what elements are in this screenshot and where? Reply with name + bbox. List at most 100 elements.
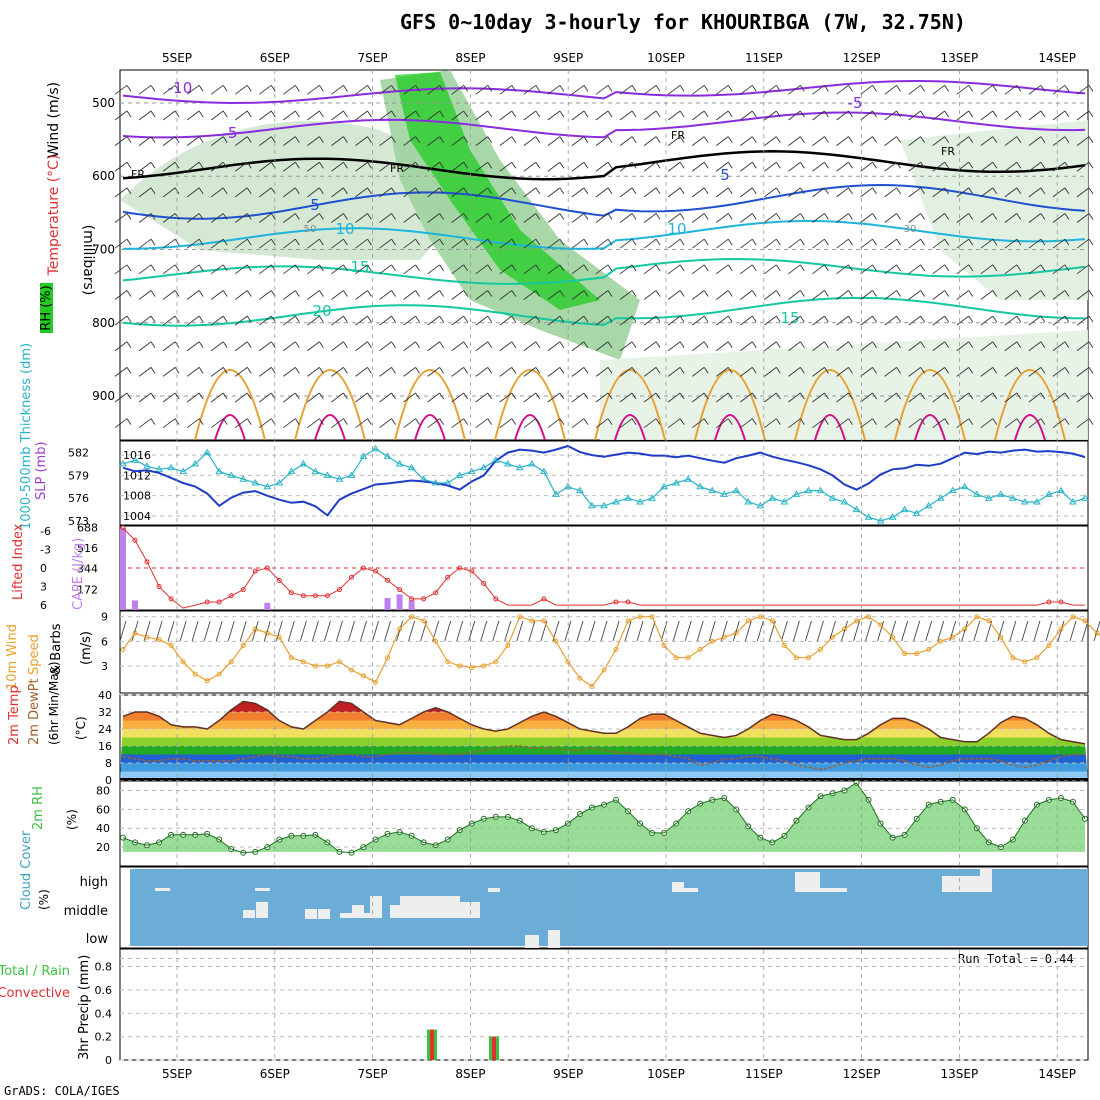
wind-barb-flag <box>150 315 156 323</box>
temperature-contour-15 <box>122 257 1086 285</box>
wind-barb <box>1028 418 1042 429</box>
wind-barb <box>331 418 344 429</box>
wind-barb <box>571 367 585 377</box>
wind-barb <box>307 341 320 352</box>
wind-barb-flag <box>703 392 709 400</box>
wind-speed-marker <box>769 618 775 624</box>
wind-barb-flag <box>126 136 132 143</box>
wind-barb <box>331 238 344 249</box>
wind-barb <box>234 238 248 249</box>
wind-barb <box>643 367 657 377</box>
wind-barb <box>504 620 512 642</box>
wind-barb <box>203 620 211 642</box>
wind-tick-label: 3 <box>101 660 108 673</box>
wind-barb <box>908 315 921 326</box>
wind-barb-flag <box>535 418 541 425</box>
wind-barb <box>492 620 500 642</box>
wind-barb-flag <box>1088 341 1094 349</box>
wind-barb <box>691 315 705 326</box>
thickness-marker <box>203 448 212 456</box>
top-date-label: 13SEP <box>941 51 979 65</box>
wind-barb <box>427 290 440 300</box>
wind-barb <box>259 110 272 121</box>
wind-barb-flag <box>559 238 565 246</box>
cloud-block <box>318 909 330 919</box>
temperature-contour-30 <box>214 414 246 441</box>
wind-barb <box>980 84 994 95</box>
cape-bar <box>120 527 126 610</box>
wind-barb <box>788 187 801 198</box>
wind-barb <box>114 418 128 429</box>
wind-barb <box>1052 161 1066 172</box>
wind-barb <box>764 315 777 326</box>
wind-barb-flag <box>775 213 781 220</box>
wind-barb <box>812 238 825 249</box>
wind-barb <box>643 315 657 326</box>
temperature-contour-label: -5 <box>848 94 863 112</box>
wind-barb <box>860 110 873 121</box>
wind-barb <box>715 341 729 352</box>
wind-barb <box>403 341 416 352</box>
wind-barb <box>547 136 561 146</box>
wind-barb <box>210 238 224 249</box>
wind-barb <box>323 620 331 642</box>
thickness-marker <box>215 467 224 475</box>
wind-barb-flag <box>607 110 613 118</box>
wind-barb <box>643 136 657 146</box>
wind-barb-flag <box>992 264 998 272</box>
wind-barb-flag <box>1040 341 1046 349</box>
wind-barb-flag <box>487 85 493 92</box>
wind-barb-flag <box>607 315 613 323</box>
wind-barb-flag <box>487 213 493 220</box>
wind-barb <box>384 620 391 642</box>
wind-barb <box>1052 84 1066 95</box>
wind-barb <box>956 418 970 429</box>
wind-barb-flag <box>631 161 637 169</box>
wind-barb <box>860 315 873 326</box>
wind-barb <box>451 84 464 95</box>
wind-barb-flag <box>511 85 517 92</box>
wind-barb <box>1009 620 1017 642</box>
wind-barb-flag <box>992 290 998 297</box>
wind-barb <box>571 110 585 121</box>
wind-barb-flag <box>511 392 517 400</box>
wind-barb-flag <box>944 290 950 297</box>
wind-barb <box>475 315 489 326</box>
wind-barb <box>162 110 176 121</box>
wind-barb <box>307 367 320 377</box>
wind-barb-flag <box>415 290 420 297</box>
wind-barb-flag <box>824 367 829 374</box>
wind-barb-flag <box>631 136 637 143</box>
wind-barb-flag <box>896 315 901 323</box>
wind-barb <box>234 84 248 95</box>
wind-barb <box>547 341 561 352</box>
wind-barb <box>138 418 152 429</box>
wind-barb-flag <box>511 418 517 425</box>
wind-barb <box>1052 136 1066 146</box>
wind-barb-flag <box>583 213 589 220</box>
wind-barb <box>740 367 753 377</box>
wind-barb <box>114 187 128 198</box>
wind-barb <box>210 290 224 300</box>
wind-barb-flag <box>222 187 228 195</box>
wind-barb-flag <box>703 341 709 349</box>
wind-barb-flag <box>1040 290 1046 297</box>
temperature-contour-10 <box>123 219 1086 250</box>
wind-barb <box>283 110 296 121</box>
wind-barb <box>1004 238 1018 249</box>
wind-barb-flag <box>655 418 661 425</box>
wind-barb <box>427 341 440 352</box>
wind-barb-flag <box>655 264 661 272</box>
wind-barb-flag <box>655 136 661 143</box>
wind-barb-flag <box>751 392 757 400</box>
wind-speed-marker <box>168 642 174 648</box>
wind-axis-label-3: & Barbs <box>49 623 64 675</box>
wind-barb-flag <box>367 187 372 195</box>
wind-barb-flag <box>246 315 252 323</box>
wind-barb <box>884 213 897 223</box>
wind-barb-flag <box>439 290 445 297</box>
wind-barb-flag <box>343 315 348 323</box>
wind-barb <box>961 620 969 642</box>
wind-barb <box>956 161 970 172</box>
wind-barb <box>403 213 416 223</box>
